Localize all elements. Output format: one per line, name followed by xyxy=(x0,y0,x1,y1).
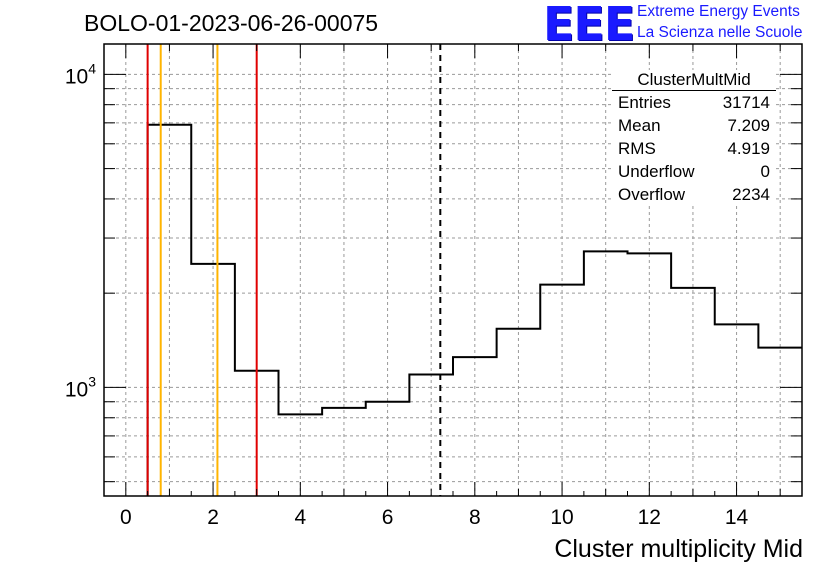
x-tick-label: 0 xyxy=(120,506,132,529)
chart-title: BOLO-01-2023-06-26-00075 xyxy=(84,10,379,36)
histogram-bin xyxy=(628,253,672,496)
histogram-outline xyxy=(146,123,802,496)
y-tick-label: 103 xyxy=(65,373,96,401)
histogram-bin xyxy=(322,408,366,496)
marker-lines xyxy=(146,44,442,496)
stats-label: Entries xyxy=(618,93,671,112)
x-axis-label: Cluster multiplicity Mid xyxy=(554,535,803,563)
histogram-bin xyxy=(409,374,453,496)
logo-line-2: La Scienza nelle Scuole xyxy=(637,24,803,41)
grid-lines xyxy=(104,44,802,496)
stats-value: 31714 xyxy=(722,93,770,112)
histogram-bin xyxy=(540,285,584,496)
histogram-bin xyxy=(758,348,802,496)
histogram-bin xyxy=(366,402,410,496)
histogram-bin xyxy=(584,251,628,496)
x-tick-label: 4 xyxy=(294,506,306,529)
histogram-bin xyxy=(671,288,715,496)
y-tick-label: 104 xyxy=(65,60,96,88)
x-tick-label: 12 xyxy=(638,506,661,529)
stats-value: 7.209 xyxy=(727,116,770,135)
stats-row-underflow: Underflow 0 xyxy=(612,160,776,183)
stats-value: 4.919 xyxy=(727,139,770,158)
stats-row-entries: Entries 31714 xyxy=(612,91,776,114)
axis-ticks: 0 2 4 6 8 10 12 14 103 104 xyxy=(65,44,803,529)
histogram-bin xyxy=(148,125,192,496)
logo-line-1: Extreme Energy Events xyxy=(637,3,800,20)
x-tick-label: 2 xyxy=(207,506,219,529)
stats-row-overflow: Overflow 2234 xyxy=(612,183,776,206)
stats-label: Mean xyxy=(618,116,661,135)
histogram-bin xyxy=(715,324,759,496)
stats-label: RMS xyxy=(618,139,656,158)
x-tick-label: 14 xyxy=(725,506,749,529)
stats-label: Underflow xyxy=(618,162,695,181)
x-tick-label: 8 xyxy=(469,506,481,529)
stats-value: 2234 xyxy=(732,185,770,204)
stats-box: ClusterMultMid Entries 31714 Mean 7.209 … xyxy=(612,70,776,206)
stats-row-rms: RMS 4.919 xyxy=(612,137,776,160)
stats-value: 0 xyxy=(760,162,770,181)
x-tick-label: 6 xyxy=(382,506,394,529)
histogram-bin xyxy=(191,264,235,496)
histogram-bars xyxy=(146,123,802,496)
x-tick-label: 10 xyxy=(550,506,573,529)
stats-histogram-name: ClusterMultMid xyxy=(612,70,776,91)
histogram-bin xyxy=(453,357,497,496)
stats-row-mean: Mean 7.209 xyxy=(612,114,776,137)
histogram-bin xyxy=(497,329,541,496)
eee-logo: EEE xyxy=(543,0,635,51)
stats-label: Overflow xyxy=(618,185,686,204)
